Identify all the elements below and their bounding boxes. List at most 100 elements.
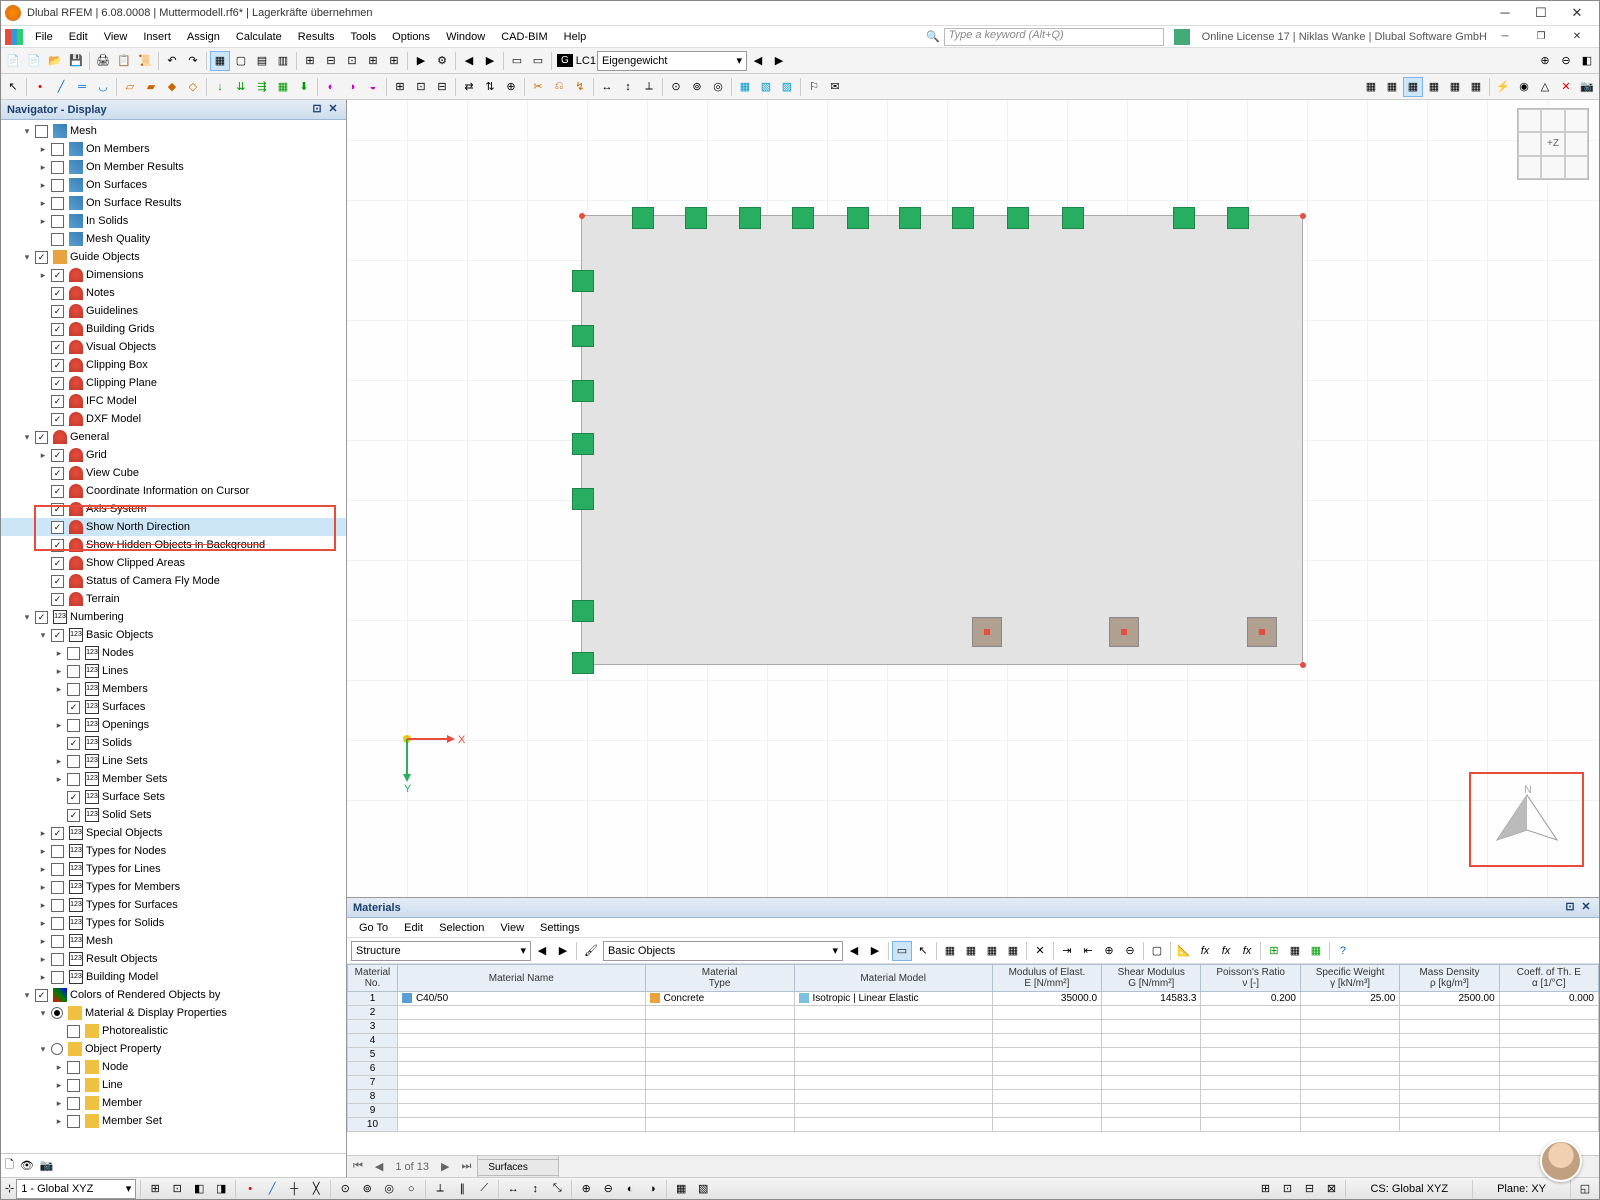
tree-item[interactable]: ▾Guide Objects — [1, 248, 346, 266]
tree-item[interactable]: ▸Dimensions — [1, 266, 346, 284]
expander-icon[interactable]: ▸ — [37, 972, 49, 983]
checkbox[interactable] — [67, 755, 80, 768]
checkbox[interactable] — [67, 719, 80, 732]
nodal-support[interactable] — [1062, 207, 1084, 229]
checkbox[interactable] — [51, 395, 64, 408]
tool3-button[interactable]: ⊟ — [432, 77, 452, 97]
member-button[interactable]: ═ — [72, 77, 92, 97]
expander-icon[interactable]: ▸ — [37, 828, 49, 839]
expander-icon[interactable]: ▾ — [21, 126, 33, 137]
node-corner[interactable] — [1300, 213, 1306, 219]
tree-item[interactable]: ▸123Nodes — [1, 644, 346, 662]
nav-data-icon[interactable]: 🗋 — [5, 1156, 14, 1175]
child-restore-button[interactable]: ❐ — [1523, 26, 1559, 48]
checkbox[interactable] — [67, 647, 80, 660]
win2-button[interactable]: ⊟ — [321, 51, 341, 71]
checkbox[interactable] — [51, 503, 64, 516]
lower-menu-view[interactable]: View — [492, 920, 532, 936]
tbl-fx2-button[interactable]: fx — [1195, 941, 1215, 961]
table-row[interactable]: 10 — [348, 1118, 1599, 1132]
tool1-button[interactable]: ⊞ — [390, 77, 410, 97]
load4-button[interactable]: ▦ — [273, 77, 293, 97]
tree-item[interactable]: ▸123Types for Lines — [1, 860, 346, 878]
r8-button[interactable]: ◉ — [1514, 77, 1534, 97]
tree-item[interactable]: Status of Camera Fly Mode — [1, 572, 346, 590]
r3-button[interactable]: ▦ — [1403, 77, 1423, 97]
tbl-del-button[interactable]: ✕ — [1030, 941, 1050, 961]
checkbox[interactable] — [67, 683, 80, 696]
tab-next-button[interactable]: ▶ — [435, 1160, 455, 1173]
tbl7-button[interactable]: ⇥ — [1057, 941, 1077, 961]
tree-item[interactable]: Notes — [1, 284, 346, 302]
sb19-button[interactable]: ⊕ — [576, 1179, 596, 1199]
tree-item[interactable]: ▾Colors of Rendered Objects by — [1, 986, 346, 1004]
surf1-button[interactable]: ▱ — [120, 77, 140, 97]
expander-icon[interactable]: ▸ — [37, 162, 49, 173]
dim2-button[interactable]: ↕ — [618, 77, 638, 97]
checkbox[interactable] — [51, 917, 64, 930]
expander-icon[interactable]: ▸ — [37, 846, 49, 857]
checkbox[interactable] — [67, 791, 80, 804]
lower-menu-settings[interactable]: Settings — [532, 920, 588, 936]
misc-a-button[interactable]: ⊕ — [1535, 51, 1555, 71]
load5-button[interactable]: ⬇ — [294, 77, 314, 97]
win5-button[interactable]: ⊞ — [384, 51, 404, 71]
tree-item[interactable]: 123Solids — [1, 734, 346, 752]
dim3-button[interactable]: ⟂ — [639, 77, 659, 97]
lc-prev-button[interactable]: ◀ — [748, 51, 768, 71]
r5-button[interactable]: ▦ — [1445, 77, 1465, 97]
nodal-support[interactable] — [685, 207, 707, 229]
combo-next-button[interactable]: ▶ — [553, 941, 573, 961]
checkbox[interactable] — [51, 575, 64, 588]
tree-item[interactable]: Photorealistic — [1, 1022, 346, 1040]
ed1-button[interactable]: ◐ — [321, 77, 341, 97]
snap3-button[interactable]: ◎ — [708, 77, 728, 97]
checkbox[interactable] — [51, 845, 64, 858]
win3-button[interactable]: ⊡ — [342, 51, 362, 71]
checkbox[interactable] — [67, 1025, 80, 1038]
nodal-support[interactable] — [899, 207, 921, 229]
win4-button[interactable]: ⊞ — [363, 51, 383, 71]
checkbox[interactable] — [35, 125, 48, 138]
expander-icon[interactable]: ▸ — [53, 648, 65, 659]
checkbox[interactable] — [51, 449, 64, 462]
objects-combo[interactable]: Basic Objects▾ — [603, 941, 843, 961]
tree-item[interactable]: ▸123Line Sets — [1, 752, 346, 770]
ed3-button[interactable]: ◒ — [363, 77, 383, 97]
menu-cad-bim[interactable]: CAD-BIM — [493, 29, 555, 45]
tree-item[interactable]: ▸123Openings — [1, 716, 346, 734]
navigator-pin-button[interactable]: ⊡ — [310, 103, 324, 117]
expander-icon[interactable]: ▸ — [37, 864, 49, 875]
menu-help[interactable]: Help — [556, 29, 595, 45]
column-header[interactable]: Modulus of Elast.E [N/mm²] — [992, 965, 1101, 992]
materials-close-button[interactable]: ✕ — [1579, 901, 1593, 915]
expander-icon[interactable]: ▸ — [53, 1116, 65, 1127]
lc-next-button[interactable]: ▶ — [769, 51, 789, 71]
tree-item[interactable]: 123Surfaces — [1, 698, 346, 716]
surf2-button[interactable]: ▰ — [141, 77, 161, 97]
expander-icon[interactable]: ▸ — [37, 954, 49, 965]
snap2-button[interactable]: ⊚ — [687, 77, 707, 97]
expander-icon[interactable]: ▸ — [37, 270, 49, 281]
checkbox[interactable] — [51, 467, 64, 480]
sb2-button[interactable]: ⊡ — [167, 1179, 187, 1199]
res3-button[interactable]: ▨ — [777, 77, 797, 97]
checkbox[interactable] — [51, 935, 64, 948]
checkbox[interactable] — [51, 953, 64, 966]
menu-assign[interactable]: Assign — [179, 29, 228, 45]
menu-insert[interactable]: Insert — [135, 29, 179, 45]
table-row[interactable]: 5 — [348, 1048, 1599, 1062]
tree-item[interactable]: ▸Node — [1, 1058, 346, 1076]
mv1-button[interactable]: ⇄ — [459, 77, 479, 97]
sb18-button[interactable]: ⤡ — [547, 1179, 567, 1199]
checkbox[interactable] — [51, 215, 64, 228]
expander-icon[interactable]: ▸ — [53, 1062, 65, 1073]
menu-view[interactable]: View — [96, 29, 136, 45]
expander-icon[interactable]: ▸ — [37, 918, 49, 929]
new-button[interactable]: 📄 — [3, 51, 23, 71]
table-row[interactable]: 2 — [348, 1006, 1599, 1020]
expander-icon[interactable]: ▾ — [21, 252, 33, 263]
sb6-button[interactable]: ╱ — [262, 1179, 282, 1199]
cs-combo[interactable]: 1 - Global XYZ▾ — [16, 1179, 136, 1199]
load2-button[interactable]: ⇊ — [231, 77, 251, 97]
